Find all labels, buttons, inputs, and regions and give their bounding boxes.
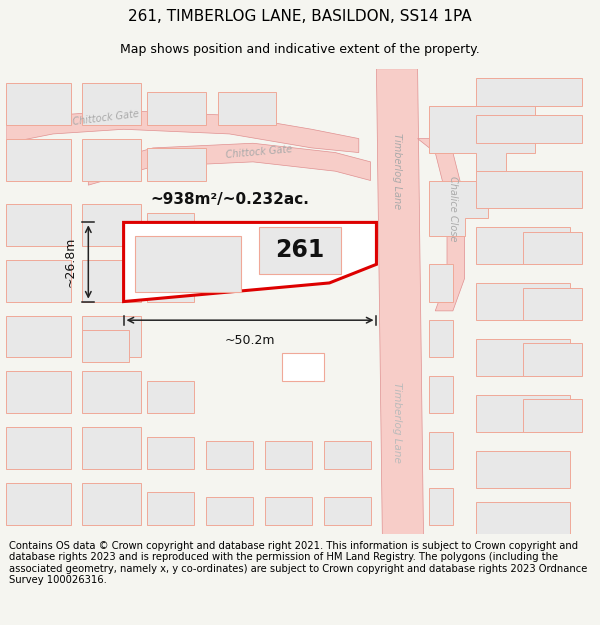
Polygon shape — [6, 111, 359, 152]
Polygon shape — [88, 143, 371, 185]
Polygon shape — [283, 352, 323, 381]
Polygon shape — [206, 497, 253, 525]
Polygon shape — [82, 204, 141, 246]
Text: ~50.2m: ~50.2m — [225, 334, 275, 347]
Polygon shape — [430, 320, 453, 357]
Text: Chittock Gate: Chittock Gate — [225, 144, 293, 161]
Polygon shape — [323, 441, 371, 469]
Polygon shape — [136, 236, 241, 292]
Polygon shape — [6, 371, 71, 413]
Text: Chittock Gate: Chittock Gate — [72, 109, 140, 127]
Polygon shape — [476, 451, 571, 488]
Text: Chalice Close: Chalice Close — [448, 176, 458, 241]
Polygon shape — [6, 82, 71, 124]
Polygon shape — [82, 483, 141, 525]
Polygon shape — [206, 441, 253, 469]
Polygon shape — [476, 395, 571, 432]
Text: ~938m²/~0.232ac.: ~938m²/~0.232ac. — [150, 192, 309, 207]
Polygon shape — [6, 139, 71, 181]
Polygon shape — [418, 139, 464, 311]
Text: Contains OS data © Crown copyright and database right 2021. This information is : Contains OS data © Crown copyright and d… — [9, 541, 587, 586]
Text: 261: 261 — [275, 238, 325, 262]
Polygon shape — [147, 381, 194, 413]
Polygon shape — [82, 428, 141, 469]
Polygon shape — [82, 82, 141, 124]
Polygon shape — [523, 399, 582, 432]
Polygon shape — [323, 497, 371, 525]
Polygon shape — [430, 181, 488, 236]
Polygon shape — [523, 232, 582, 264]
Polygon shape — [476, 171, 582, 209]
Text: 261, TIMBERLOG LANE, BASILDON, SS14 1PA: 261, TIMBERLOG LANE, BASILDON, SS14 1PA — [128, 9, 472, 24]
Polygon shape — [523, 344, 582, 376]
Polygon shape — [476, 227, 571, 264]
Polygon shape — [6, 259, 71, 301]
Polygon shape — [476, 339, 571, 376]
Polygon shape — [259, 227, 341, 274]
Polygon shape — [6, 316, 71, 357]
Polygon shape — [147, 148, 206, 181]
Polygon shape — [430, 488, 453, 525]
Polygon shape — [147, 492, 194, 525]
Polygon shape — [430, 376, 453, 413]
Polygon shape — [376, 69, 424, 534]
Polygon shape — [82, 329, 130, 362]
Polygon shape — [265, 497, 312, 525]
Polygon shape — [82, 139, 141, 181]
Polygon shape — [476, 283, 571, 320]
Polygon shape — [82, 371, 141, 413]
Polygon shape — [265, 441, 312, 469]
Polygon shape — [147, 213, 194, 246]
Polygon shape — [82, 316, 141, 357]
Polygon shape — [6, 428, 71, 469]
Polygon shape — [476, 78, 582, 106]
Polygon shape — [147, 92, 206, 124]
Polygon shape — [147, 269, 194, 301]
Polygon shape — [523, 288, 582, 320]
Text: Timberlog Lane: Timberlog Lane — [392, 133, 402, 209]
Polygon shape — [476, 502, 571, 534]
Polygon shape — [82, 259, 141, 301]
Polygon shape — [6, 204, 71, 246]
Polygon shape — [430, 432, 453, 469]
Polygon shape — [147, 437, 194, 469]
Text: Timberlog Lane: Timberlog Lane — [392, 382, 402, 463]
Text: Map shows position and indicative extent of the property.: Map shows position and indicative extent… — [120, 44, 480, 56]
Polygon shape — [218, 92, 277, 124]
Polygon shape — [430, 106, 535, 171]
Polygon shape — [124, 222, 376, 301]
Polygon shape — [6, 483, 71, 525]
Text: ~26.8m: ~26.8m — [64, 237, 77, 287]
Polygon shape — [430, 264, 453, 301]
Polygon shape — [476, 115, 582, 143]
